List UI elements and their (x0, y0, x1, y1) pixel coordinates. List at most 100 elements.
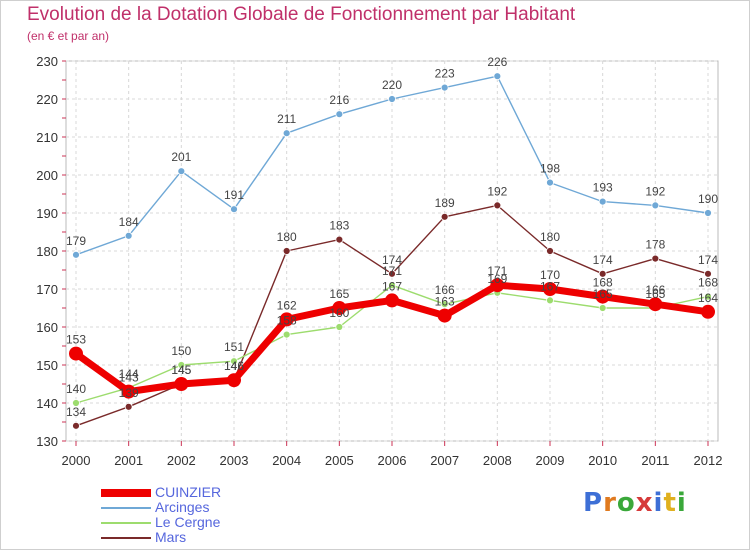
data-point (282, 330, 291, 339)
data-label: 165 (593, 287, 613, 301)
data-point (227, 373, 241, 388)
data-label: 174 (593, 253, 613, 267)
data-label: 180 (277, 230, 297, 244)
data-label: 171 (487, 264, 507, 278)
data-label: 162 (277, 298, 297, 312)
data-point (335, 110, 344, 119)
chart-subtitle: (en € et par an) (27, 29, 110, 43)
y-tick-label: 220 (36, 92, 58, 107)
data-label: 226 (487, 55, 507, 69)
data-label: 153 (66, 333, 86, 347)
data-label: 211 (277, 112, 296, 126)
data-point (440, 300, 449, 309)
data-point (595, 289, 610, 304)
logo-letter: t (663, 488, 677, 518)
x-tick-label: 2002 (167, 453, 196, 468)
data-label: 216 (329, 93, 349, 107)
y-tick-label: 210 (36, 130, 58, 145)
data-label: 189 (435, 196, 455, 210)
legend-swatch (101, 506, 151, 509)
data-label: 165 (645, 287, 665, 301)
data-label: 223 (435, 67, 455, 81)
data-point (490, 278, 505, 293)
data-point (440, 83, 449, 92)
data-label: 164 (698, 291, 718, 305)
data-label: 139 (119, 386, 139, 400)
data-label: 168 (593, 276, 613, 290)
data-label: 168 (698, 276, 718, 290)
legend-label: Mars (155, 529, 187, 545)
logo-letter: i (676, 488, 687, 518)
data-point (651, 201, 660, 210)
chart-title: Evolution de la Dotation Globale de Fonc… (27, 4, 576, 25)
data-label: 184 (119, 215, 139, 229)
data-label: 163 (435, 295, 455, 309)
data-point (121, 384, 136, 399)
data-label: 166 (435, 283, 455, 297)
data-label: 191 (224, 188, 244, 202)
legend-swatch (101, 488, 151, 497)
data-label: 167 (382, 279, 402, 293)
data-label: 174 (382, 253, 402, 267)
legend-item-arcinges: Arcinges (101, 500, 221, 515)
data-point (704, 269, 712, 278)
data-label: 158 (277, 314, 297, 328)
data-label: 167 (540, 279, 560, 293)
data-label: 198 (540, 162, 560, 176)
legend-item-le-cergne: Le Cergne (101, 515, 221, 530)
data-label: 220 (382, 78, 402, 92)
data-point (437, 308, 452, 323)
y-tick-label: 230 (36, 54, 58, 69)
data-point (279, 312, 294, 327)
data-point (230, 357, 238, 366)
proxiti-logo: Proxiti (583, 488, 687, 518)
data-point (546, 296, 554, 305)
data-label: 146 (224, 359, 244, 373)
data-point (124, 231, 133, 240)
data-label: 150 (171, 344, 191, 358)
data-point (177, 361, 186, 369)
data-label: 151 (224, 340, 244, 354)
data-point (546, 178, 554, 187)
logo-letter: i (653, 488, 664, 518)
legend-label: CUINZIER (155, 484, 222, 500)
data-point (598, 197, 607, 206)
data-point (230, 205, 238, 214)
data-label: 143 (119, 371, 139, 385)
x-tick-label: 2000 (62, 453, 91, 468)
y-tick-label: 140 (36, 396, 58, 411)
data-point (174, 377, 189, 391)
x-tick-label: 2005 (325, 453, 354, 468)
x-tick-label: 2003 (220, 453, 249, 468)
data-point (704, 209, 712, 217)
data-point (648, 297, 663, 312)
logo-letter: P (583, 488, 604, 518)
legend-label: Le Cergne (155, 514, 221, 530)
data-point (701, 304, 715, 319)
x-tick-label: 2011 (641, 453, 669, 468)
data-point (335, 235, 344, 244)
x-tick-label: 2001 (114, 453, 143, 468)
data-label: 166 (645, 283, 665, 297)
y-tick-label: 170 (36, 282, 58, 297)
data-point (72, 250, 80, 259)
legend: CUINZIER Arcinges Le Cergne Mars (101, 485, 221, 545)
y-tick-label: 160 (36, 320, 58, 335)
data-point (388, 269, 396, 278)
data-label: 145 (171, 363, 191, 377)
data-point (388, 281, 396, 290)
data-point (282, 247, 291, 255)
data-label: 145 (171, 363, 191, 377)
data-label: 192 (645, 184, 665, 198)
data-label: 192 (487, 184, 507, 198)
data-label: 171 (382, 264, 402, 278)
data-label: 146 (224, 359, 244, 373)
legend-swatch (101, 536, 151, 539)
data-point (177, 167, 186, 176)
data-point (598, 304, 607, 312)
data-label: 190 (698, 192, 718, 206)
logo-letter: r (603, 488, 617, 518)
y-tick-label: 130 (36, 434, 58, 449)
legend-label: Arcinges (155, 499, 210, 515)
